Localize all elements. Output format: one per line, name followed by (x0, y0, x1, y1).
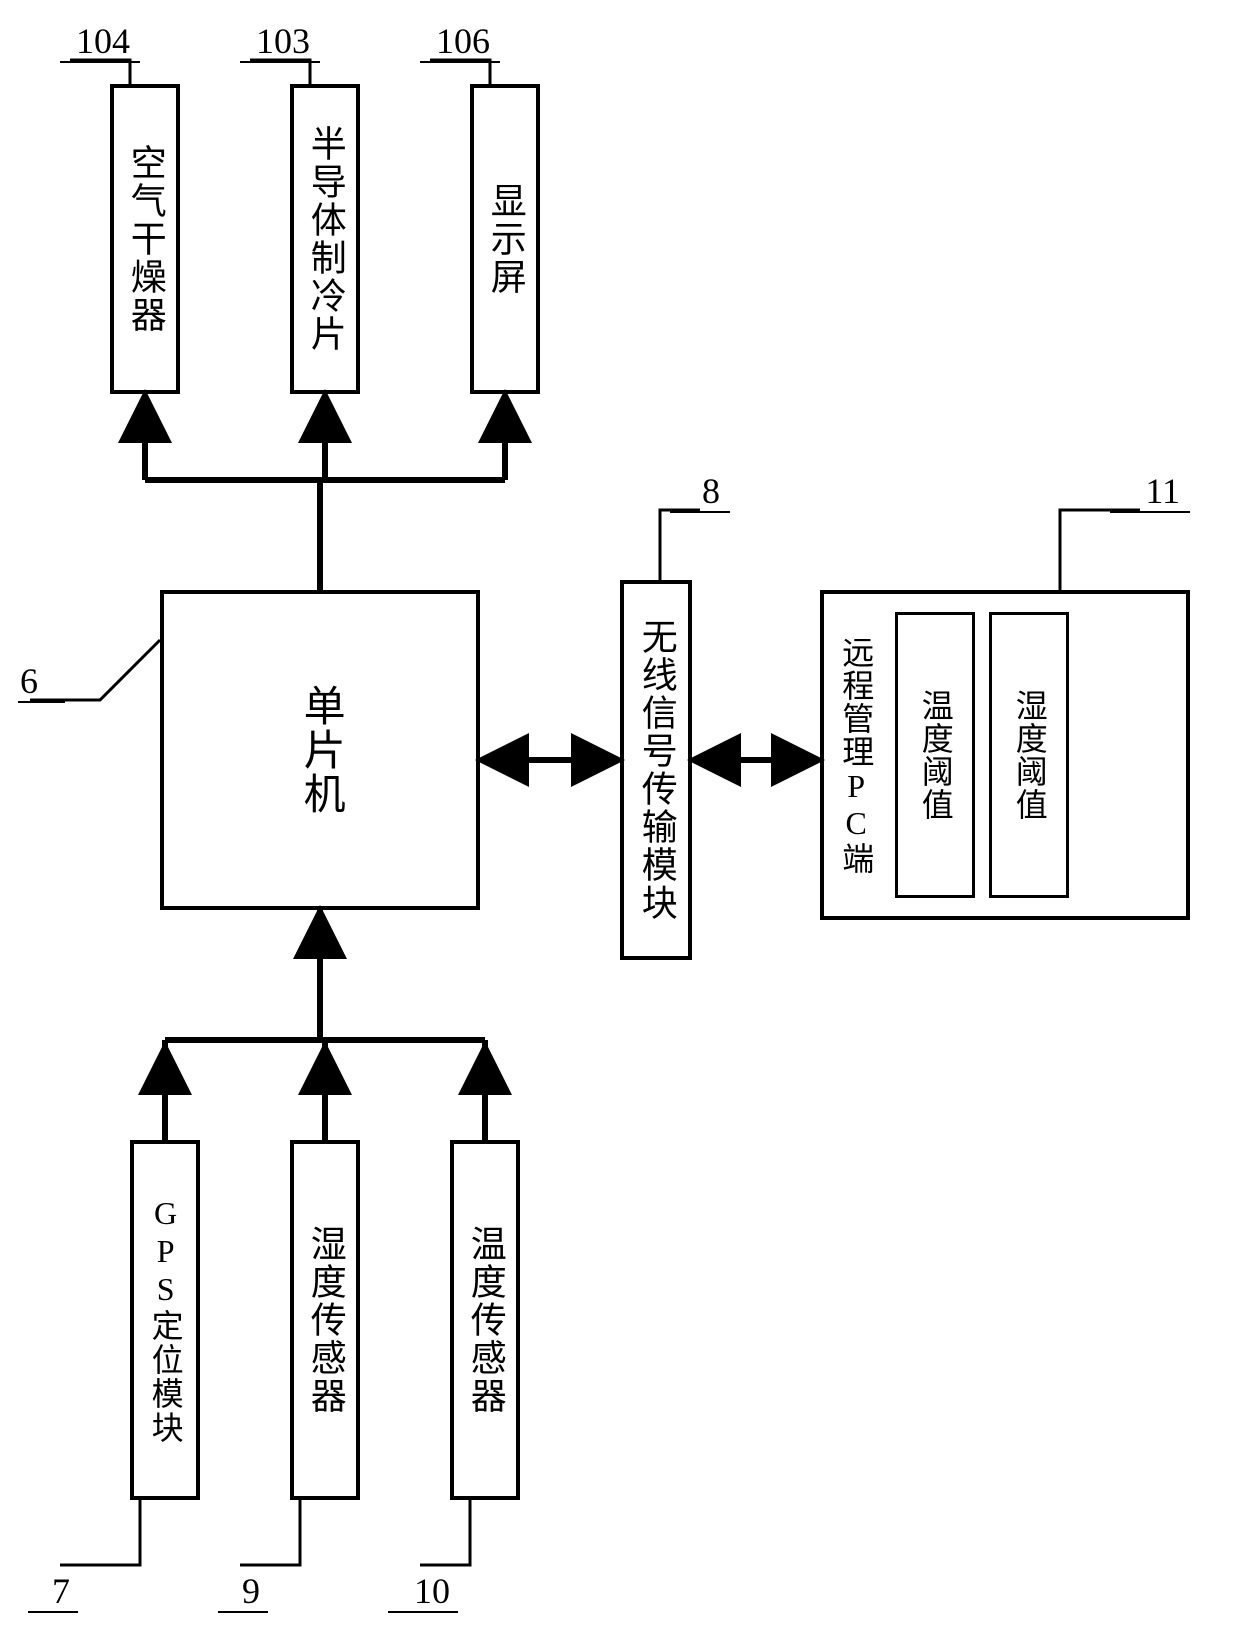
ref-8: 8 (680, 470, 720, 512)
ref-6: 6 (20, 660, 60, 702)
temp-sensor-label: 温度传感器 (465, 1225, 505, 1415)
node-peltier: 半导体制冷片 (290, 84, 360, 394)
display-label: 显示屏 (485, 182, 525, 296)
humidity-sensor-label: 湿度传感器 (305, 1225, 345, 1415)
node-temp-sensor: 温度传感器 (450, 1140, 520, 1500)
ref-104: 104 (60, 20, 130, 62)
node-humidity-threshold: 湿度阈值 (989, 612, 1069, 898)
block-diagram: 104 103 106 8 11 6 7 9 10 空气干燥器 半导体制冷片 显… (0, 0, 1240, 1634)
node-display: 显示屏 (470, 84, 540, 394)
air-dryer-label: 空气干燥器 (125, 144, 165, 334)
remote-pc-label: 远程管理PC端 (838, 636, 873, 875)
ref-103: 103 (240, 20, 310, 62)
ref-106: 106 (420, 20, 490, 62)
node-temp-threshold: 温度阈值 (895, 612, 975, 898)
node-mcu: 单片机 (160, 590, 480, 910)
gps-label: GPS定位模块 (147, 1195, 182, 1445)
node-wireless: 无线信号传输模块 (620, 580, 692, 960)
node-air-dryer: 空气干燥器 (110, 84, 180, 394)
ref-9: 9 (220, 1570, 260, 1612)
humidity-threshold-label: 湿度阈值 (1012, 689, 1047, 821)
mcu-label: 单片机 (297, 684, 343, 816)
ref-7: 7 (30, 1570, 70, 1612)
ref-11: 11 (1120, 470, 1180, 512)
wireless-label: 无线信号传输模块 (636, 618, 676, 922)
temp-threshold-label: 温度阈值 (918, 689, 953, 821)
ref-10: 10 (390, 1570, 450, 1612)
node-gps: GPS定位模块 (130, 1140, 200, 1500)
node-humidity-sensor: 湿度传感器 (290, 1140, 360, 1500)
peltier-label: 半导体制冷片 (305, 125, 345, 353)
node-remote-pc: 远程管理PC端 温度阈值 湿度阈值 (820, 590, 1190, 920)
